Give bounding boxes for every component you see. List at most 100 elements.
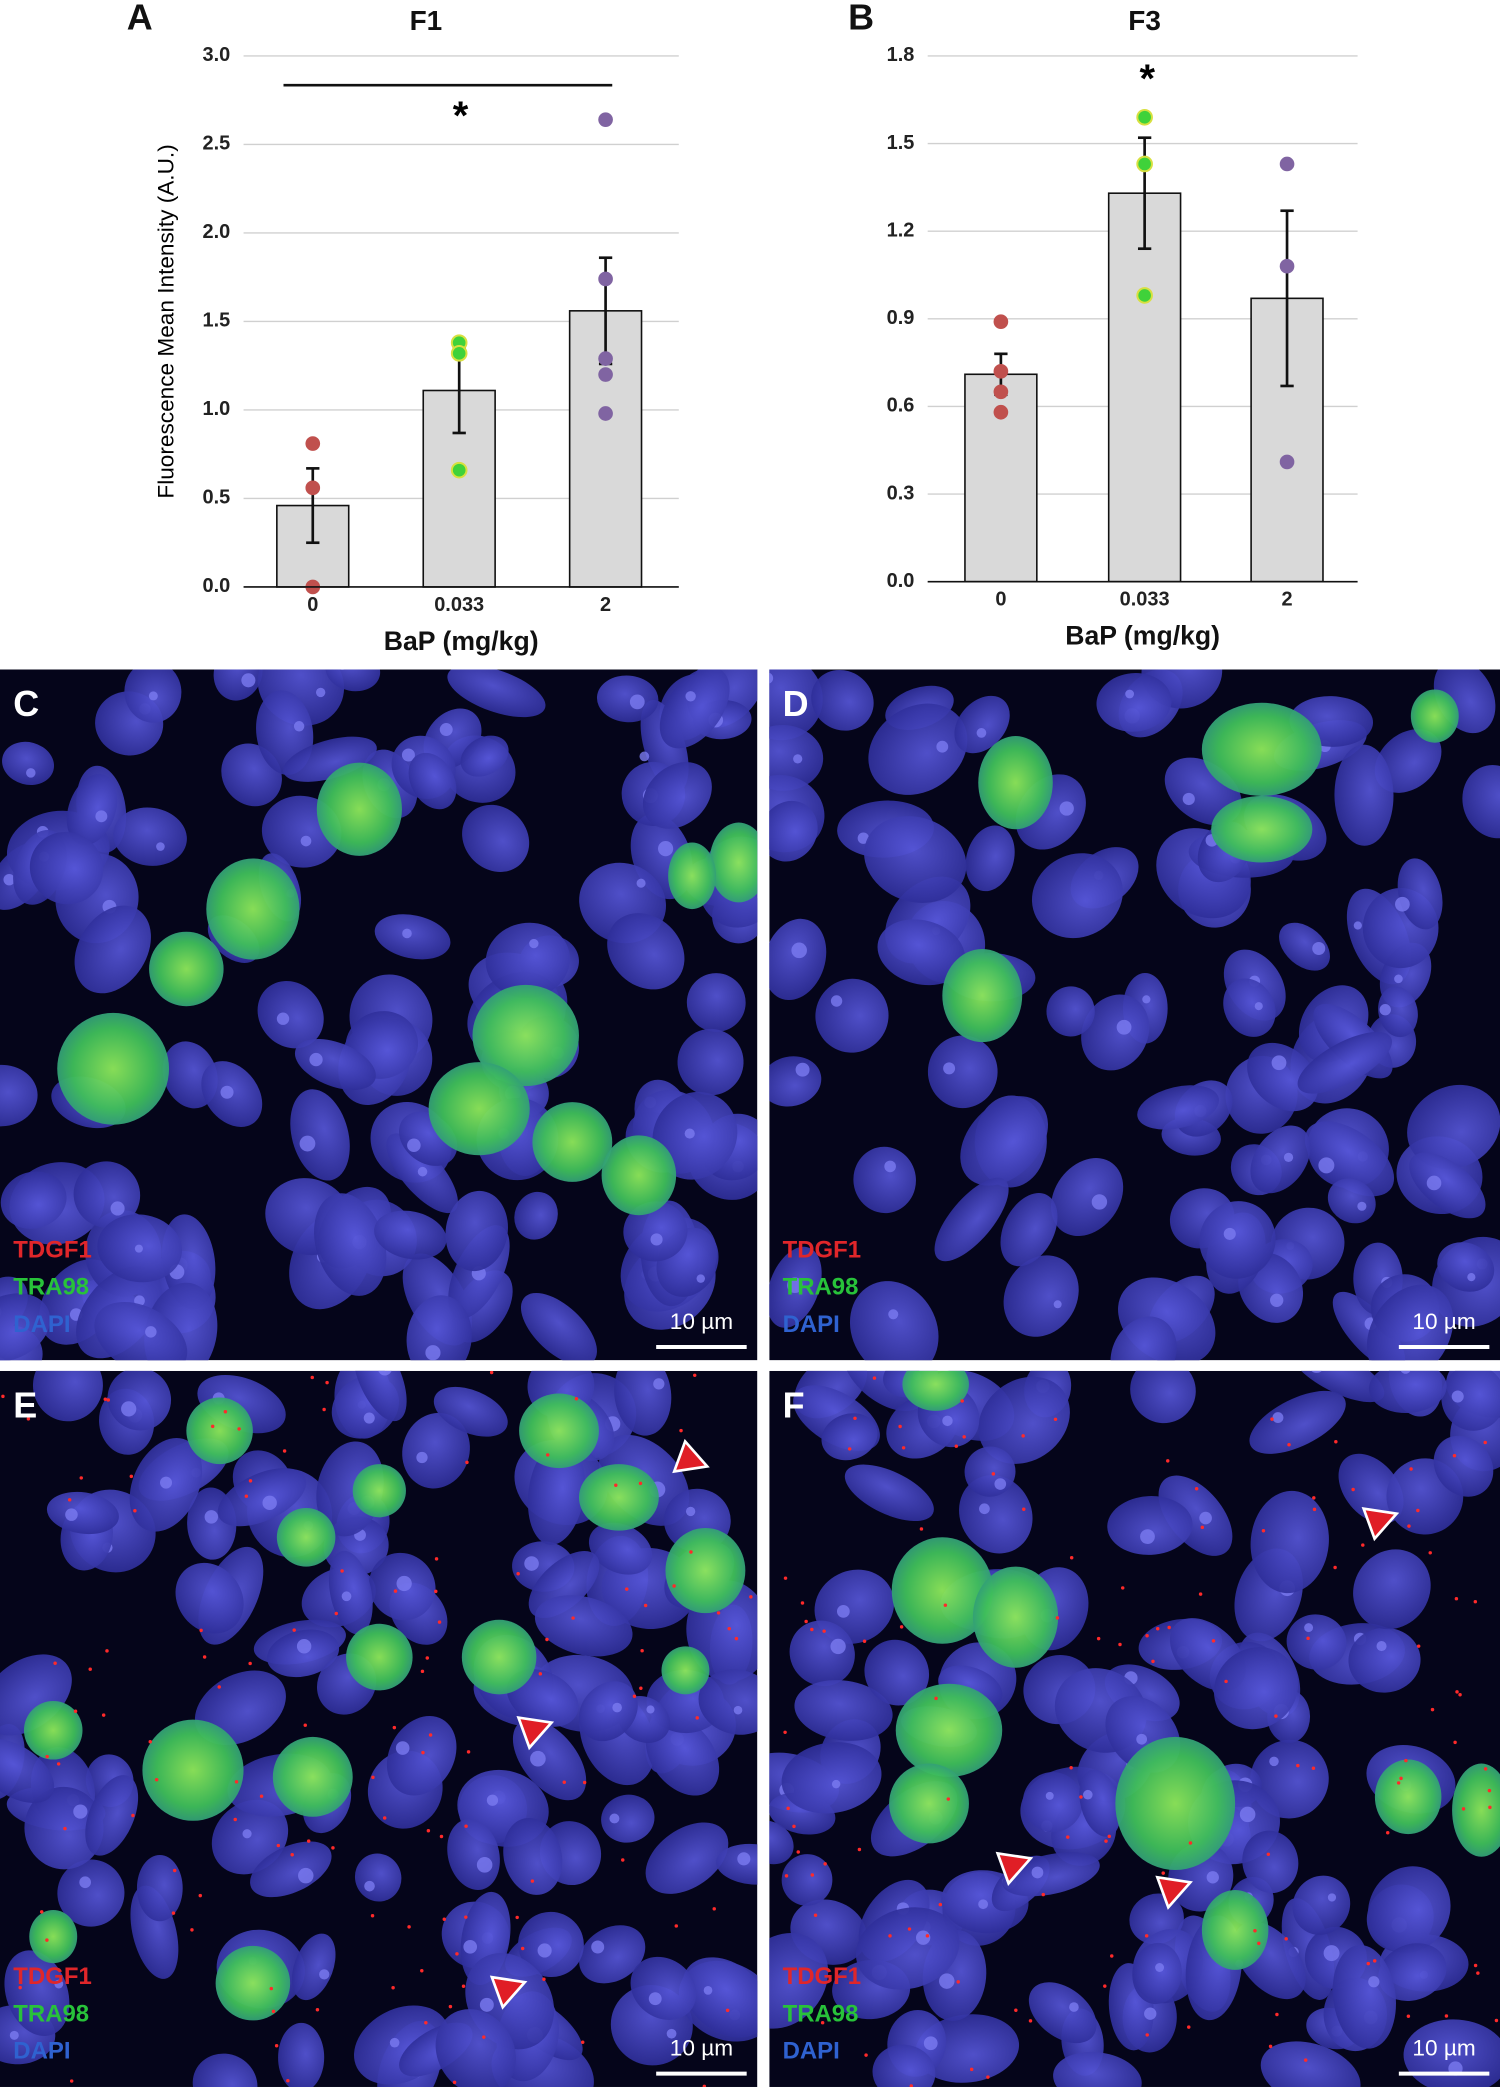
- signal-dot: [282, 1449, 287, 1453]
- signal-dot: [792, 1824, 796, 1829]
- signal-dot: [233, 1817, 237, 1822]
- signal-dot: [872, 1376, 877, 1380]
- chromocenter: [276, 1012, 290, 1025]
- nucleus: [1397, 858, 1443, 930]
- nucleus: [57, 1859, 125, 1927]
- chromocenter: [915, 1930, 931, 1945]
- chromocenter: [26, 768, 36, 778]
- data-point: [1279, 454, 1295, 470]
- chromocenter: [242, 1829, 252, 1839]
- data-point: [993, 364, 1009, 379]
- signal-dot: [925, 1934, 930, 1938]
- chromocenter: [703, 1986, 713, 1995]
- signal-dot: [310, 1375, 314, 1380]
- chromocenter: [1140, 1529, 1155, 1544]
- nucleus: [642, 762, 712, 829]
- chromocenter: [943, 1062, 956, 1075]
- signal-dot: [1385, 1831, 1390, 1835]
- data-point: [305, 480, 321, 496]
- signal-dot: [315, 2007, 320, 2012]
- germ-cell: [316, 762, 402, 856]
- nucleus: [374, 914, 451, 960]
- channel-label: TDGF1: [13, 1236, 91, 1263]
- nucleus: [1096, 673, 1172, 732]
- signal-dot: [1079, 1795, 1083, 1799]
- chromocenter: [476, 1857, 493, 1873]
- nucleus: [578, 1681, 638, 1742]
- chromocenter: [1272, 1412, 1284, 1424]
- signal-dot: [106, 1398, 111, 1402]
- signal-dot: [1145, 1634, 1149, 1638]
- chromocenter: [416, 1451, 428, 1464]
- chromocenter: [134, 1244, 143, 1253]
- signal-dot: [424, 2020, 428, 2025]
- chromocenter: [793, 754, 803, 764]
- data-point: [1279, 258, 1295, 274]
- chromocenter: [1451, 1390, 1464, 1403]
- chromocenter: [629, 694, 645, 710]
- nucleus: [192, 2053, 258, 2087]
- signal-dot: [1452, 1453, 1457, 1458]
- signal-dot: [1303, 2058, 1308, 2062]
- nucleus: [1223, 978, 1276, 1037]
- chromocenter: [1311, 1370, 1322, 1373]
- signal-dot: [452, 2080, 457, 2085]
- nucleus: [716, 1843, 758, 1885]
- data-point: [450, 461, 468, 479]
- chromocenter: [1083, 1789, 1093, 1800]
- germ-cell: [206, 858, 300, 960]
- channel-label: DAPI: [13, 2038, 70, 2065]
- x-tick-label: 0: [307, 594, 318, 616]
- signal-dot: [888, 1934, 892, 1938]
- nucleus: [1079, 1769, 1121, 1837]
- signal-dot: [1069, 1765, 1073, 1770]
- signal-dot: [1351, 1487, 1355, 1492]
- panel-letter: E: [13, 1385, 37, 1426]
- signal-dot: [425, 1656, 430, 1660]
- signal-dot: [934, 1696, 938, 1701]
- signal-dot: [171, 1911, 176, 1915]
- nucleus: [85, 1775, 139, 1856]
- chromocenter: [884, 1160, 896, 1173]
- nucleus: [66, 774, 118, 846]
- signal-dot: [1166, 1459, 1170, 1463]
- arrowhead: [489, 1975, 528, 2010]
- channel-label: DAPI: [13, 1311, 70, 1338]
- nucleus: [934, 1177, 1009, 1262]
- chromocenter: [737, 1852, 751, 1866]
- chromocenter: [1053, 1300, 1062, 1309]
- signal-dot: [1053, 1417, 1058, 1422]
- signal-dot: [857, 1847, 862, 1852]
- chromocenter: [121, 1401, 137, 1417]
- signal-dot: [725, 2008, 730, 2013]
- nucleus: [1289, 1370, 1385, 1403]
- germ-cell: [1452, 1763, 1500, 1857]
- signal-dot: [370, 1914, 375, 1918]
- signal-dot: [1055, 1616, 1060, 1620]
- nucleus: [374, 1210, 447, 1260]
- nucleus: [1297, 1031, 1393, 1094]
- chromocenter: [696, 1274, 705, 1283]
- signal-dot: [45, 1938, 49, 1942]
- nucleus: [1353, 1549, 1431, 1630]
- signal-dot: [1372, 1959, 1377, 1963]
- nucleus: [1242, 1830, 1299, 1894]
- signal-dot: [45, 1754, 49, 1759]
- y-tick-label: 0.0: [887, 570, 915, 592]
- signal-dot: [1145, 2033, 1149, 2037]
- chromocenter: [1182, 792, 1195, 806]
- signal-dot: [1200, 1525, 1205, 1530]
- signal-dot: [1194, 1487, 1199, 1491]
- signal-dot: [461, 1984, 466, 1989]
- y-tick-label: 0.0: [203, 575, 231, 597]
- signal-dot: [172, 1868, 177, 1873]
- signal-dot: [53, 1661, 57, 1665]
- nucleus: [520, 1292, 597, 1361]
- nucleus: [1304, 1121, 1395, 1197]
- chromocenter: [942, 1415, 953, 1427]
- signal-dot: [1022, 1507, 1026, 1511]
- signal-dot: [1406, 2014, 1411, 2018]
- nucleus: [29, 831, 104, 905]
- signal-dot: [516, 1572, 520, 1576]
- signal-dot: [909, 2084, 914, 2087]
